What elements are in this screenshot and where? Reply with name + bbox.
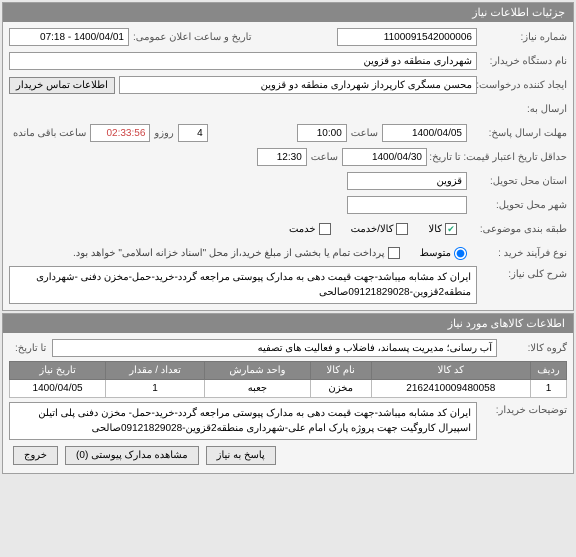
label-need-no: شماره نیاز: <box>477 32 567 43</box>
label-buyer-org: نام دستگاه خریدار: <box>477 56 567 67</box>
cb-partial-wrap: پرداخت تمام یا بخشی از مبلغ خرید،از محل … <box>73 247 400 259</box>
goods-info-header: اطلاعات کالاهای مورد نیاز <box>3 314 573 333</box>
cb-service-wrap: خدمت <box>289 223 331 235</box>
cell-need-date: 1400/04/05 <box>10 380 106 398</box>
field-delivery-city <box>347 196 467 214</box>
goods-info-panel: اطلاعات کالاهای مورد نیاز گروه کالا: آب … <box>2 313 574 474</box>
cb-goods-service-label: کالا/خدمت <box>351 224 394 235</box>
label-remaining: ساعت باقی مانده <box>9 128 90 139</box>
button-bar: پاسخ به نیاز مشاهده مدارک پیوستی (0) خرو… <box>9 442 567 469</box>
attach-btn-label: مشاهده مدارک پیوستی <box>91 450 188 461</box>
field-price-date: 1400/04/30 <box>342 148 427 166</box>
buyer-contact-button[interactable]: اطلاعات تماس خریدار <box>9 77 115 94</box>
radio-medium-wrap: متوسط <box>420 247 467 260</box>
cb-partial[interactable] <box>388 247 400 259</box>
cell-name: مخزن <box>310 380 371 398</box>
cb-goods-service[interactable] <box>396 223 408 235</box>
label-send-to: ارسال به: <box>477 104 567 115</box>
partial-pay-note: پرداخت تمام یا بخشی از مبلغ خرید،از محل … <box>73 248 385 259</box>
field-deadline-time: 10:00 <box>297 124 347 142</box>
goods-table: ردیف کد کالا نام کالا واحد شمارش تعداد /… <box>9 361 567 398</box>
field-announce-dt: 1400/04/01 - 07:18 <box>9 28 129 46</box>
th-qty: تعداد / مقدار <box>106 362 205 380</box>
field-deadline-date: 1400/04/05 <box>382 124 467 142</box>
cell-qty: 1 <box>106 380 205 398</box>
attachments-button[interactable]: مشاهده مدارک پیوستی (0) <box>65 446 199 465</box>
cb-service[interactable] <box>319 223 331 235</box>
label-classification: طبقه بندی موضوعی: <box>457 224 567 235</box>
cell-code: 2162410009480058 <box>371 380 530 398</box>
field-goods-group: آب رسانی؛ مدیریت پسماند، فاضلاب و فعالیت… <box>52 339 497 357</box>
label-creator: ایجاد کننده درخواست: <box>477 80 567 91</box>
th-unit: واحد شمارش <box>204 362 310 380</box>
cb-service-label: خدمت <box>289 224 316 235</box>
th-row: ردیف <box>531 362 567 380</box>
radio-medium-label: متوسط <box>420 248 451 259</box>
field-general-desc: ایران کد مشابه میباشد-جهت قیمت دهی به مد… <box>9 266 477 304</box>
field-days: 4 <box>178 124 208 142</box>
need-info-body: شماره نیاز: 1100091542000006 تاریخ و ساع… <box>3 22 573 310</box>
cb-goods-service-wrap: کالا/خدمت <box>351 223 409 235</box>
label-and-days: روزو <box>150 128 177 139</box>
radio-medium[interactable] <box>454 247 467 260</box>
label-goods-group: گروه کالا: <box>497 343 567 354</box>
exit-button[interactable]: خروج <box>13 446 58 465</box>
label-time-2: ساعت <box>307 152 342 163</box>
th-code: کد کالا <box>371 362 530 380</box>
field-buyer-notes: ایران کد مشابه میباشد-جهت قیمت دهی به مد… <box>9 402 477 440</box>
field-price-time: 12:30 <box>257 148 307 166</box>
label-to-date: تا تاریخ: <box>9 343 52 354</box>
label-buyer-notes: توضیحات خریدار: <box>477 402 567 416</box>
goods-info-body: گروه کالا: آب رسانی؛ مدیریت پسماند، فاضل… <box>3 333 573 473</box>
need-info-panel: جزئیات اطلاعات نیاز شماره نیاز: 11000915… <box>2 2 574 311</box>
label-general-desc: شرح کلی نیاز: <box>477 266 567 280</box>
field-buyer-org: شهرداری منطقه دو قزوین <box>9 52 477 70</box>
label-price-valid: حداقل تاریخ اعتبار قیمت: تا تاریخ: <box>427 152 567 163</box>
label-delivery-city: شهر محل تحویل: <box>467 200 567 211</box>
cb-goods-label: کالا <box>428 224 442 235</box>
label-delivery-prov: استان محل تحویل: <box>467 176 567 187</box>
cell-unit: جعبه <box>204 380 310 398</box>
field-creator: محسن مسگری کارپرداز شهرداری منطقه دو قزو… <box>119 76 477 94</box>
label-announce-dt: تاریخ و ساعت اعلان عمومی: <box>129 32 252 43</box>
field-delivery-prov: قزوین <box>347 172 467 190</box>
label-deadline-reply: مهلت ارسال پاسخ: <box>467 128 567 139</box>
field-countdown: 02:33:56 <box>90 124 150 142</box>
reply-button[interactable]: پاسخ به نیاز <box>206 446 276 465</box>
field-need-no: 1100091542000006 <box>337 28 477 46</box>
label-time-1: ساعت <box>347 128 382 139</box>
table-row[interactable]: 1 2162410009480058 مخزن جعبه 1 1400/04/0… <box>10 380 567 398</box>
cb-goods[interactable] <box>445 223 457 235</box>
attach-paren-open: ( <box>85 450 88 461</box>
th-need-date: تاریخ نیاز <box>10 362 106 380</box>
th-name: نام کالا <box>310 362 371 380</box>
label-purchase-type: نوع فرآیند خرید : <box>467 248 567 259</box>
need-info-header: جزئیات اطلاعات نیاز <box>3 3 573 22</box>
cb-goods-wrap: کالا <box>428 223 457 235</box>
cell-idx: 1 <box>531 380 567 398</box>
